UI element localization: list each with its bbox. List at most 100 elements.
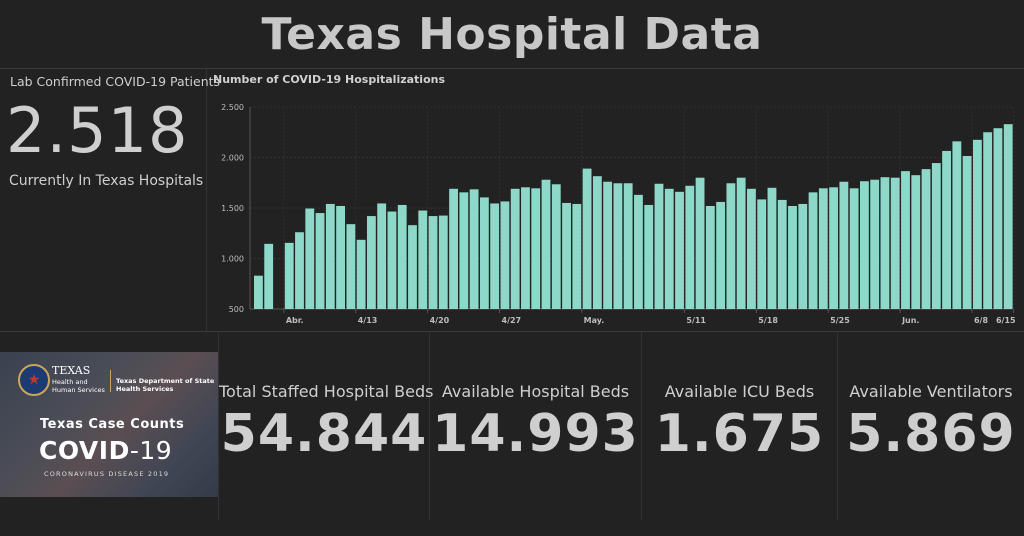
bar (921, 169, 931, 309)
bar (325, 203, 335, 309)
bar (521, 187, 530, 309)
bar (408, 225, 417, 309)
stat-available-icu-beds: Available ICU Beds 1.675 (642, 332, 837, 520)
bar (952, 141, 962, 309)
bar (305, 208, 315, 309)
bar (490, 203, 500, 309)
case-counts-label: Texas Case Counts (40, 417, 185, 432)
stat-label: Available Hospital Beds (441, 382, 630, 401)
y-tick-label: 1.500 (221, 204, 244, 213)
logo-separator (110, 370, 111, 392)
bar (777, 199, 787, 309)
x-tick-label: 5/18 (758, 316, 778, 325)
bar (613, 183, 623, 309)
bar (634, 194, 643, 309)
bar (1003, 124, 1013, 309)
x-tick-label: 6/15 (996, 316, 1016, 325)
bar (931, 163, 941, 309)
bar (675, 191, 684, 309)
bar (582, 168, 592, 309)
stat-label: Available ICU Beds (664, 382, 815, 401)
agency-sub: Health and Human Services (52, 378, 105, 394)
bar (428, 216, 438, 309)
bar (757, 199, 767, 309)
divider (206, 69, 207, 331)
bar (911, 175, 921, 309)
bar (500, 201, 510, 309)
bar (685, 185, 695, 309)
bar (459, 192, 469, 309)
x-tick-label: May. (584, 316, 605, 325)
stat-total-staffed-beds: Total Staffed Hospital Beds 54.844 (219, 332, 434, 520)
bar (747, 188, 756, 309)
x-tick-label: Jun. (901, 316, 919, 325)
bar (531, 188, 541, 309)
bar (572, 203, 582, 309)
patients-value: 2.518 (6, 94, 189, 167)
hospitalizations-chart: 500 1.000 1.500 2.000 2.500 Abr. 4/13 4/20 4/27 M… (221, 103, 1016, 325)
bar (510, 188, 520, 309)
divider (837, 332, 838, 520)
bar (541, 179, 551, 309)
bar (849, 188, 859, 309)
dshs-name: Texas Department of State Health Service… (116, 377, 215, 393)
bar (264, 243, 274, 309)
covid-logo-banner: ★ TEXAS Health and Human Services Texas … (0, 352, 218, 497)
stat-label: Total Staffed Hospital Beds (219, 382, 434, 401)
bar (829, 187, 839, 309)
stat-value: 14.993 (432, 404, 639, 464)
bar (254, 275, 263, 309)
bar (644, 204, 654, 309)
x-tick-label: 4/20 (430, 316, 450, 325)
x-tick-label: 5/11 (686, 316, 706, 325)
bar (788, 205, 797, 309)
x-tick-label: 6/8 (974, 316, 988, 325)
y-tick-label: 2.000 (221, 154, 244, 163)
y-tick-label: 2.500 (221, 103, 244, 112)
bar (859, 181, 869, 309)
divider (0, 331, 1024, 332)
disease-label: CORONAVIRUS DISEASE 2019 (44, 470, 170, 478)
bar (654, 183, 664, 309)
patients-label: Lab Confirmed COVID-19 Patients (10, 74, 221, 89)
bar (449, 188, 458, 309)
bar (901, 171, 910, 309)
bar (551, 184, 561, 309)
bar (993, 128, 1003, 309)
y-tick-label: 1.000 (221, 255, 244, 264)
bar (870, 179, 880, 309)
patients-sublabel: Currently In Texas Hospitals (9, 173, 204, 189)
covid-suffix: -19 (129, 436, 173, 465)
bar (695, 177, 705, 309)
bar (880, 177, 890, 309)
stat-value: 1.675 (654, 404, 825, 464)
divider (218, 332, 219, 520)
divider (641, 332, 642, 520)
bar (603, 181, 613, 309)
bar (397, 204, 407, 309)
bar (479, 197, 489, 309)
bar (716, 201, 726, 309)
bar (377, 203, 387, 309)
bar (366, 216, 376, 309)
bar (295, 232, 304, 309)
agency-name: TEXAS (52, 364, 91, 377)
stat-available-hospital-beds: Available Hospital Beds 14.993 (430, 332, 641, 520)
bar (808, 192, 818, 309)
chart-title: Number of COVID-19 Hospitalizations (213, 73, 445, 86)
bar (438, 215, 448, 309)
bar (562, 202, 571, 309)
page-title: Texas Hospital Data (261, 8, 763, 60)
divider (0, 68, 1024, 69)
bar (346, 224, 356, 309)
stat-value: 5.869 (846, 404, 1016, 464)
bar (942, 150, 951, 309)
bar (962, 155, 972, 309)
stat-value: 54.844 (220, 404, 428, 464)
bar (336, 205, 346, 309)
bar (736, 177, 746, 309)
bar (664, 188, 674, 309)
divider (429, 332, 430, 520)
x-tick-label: 4/27 (502, 316, 522, 325)
bar (592, 176, 602, 309)
